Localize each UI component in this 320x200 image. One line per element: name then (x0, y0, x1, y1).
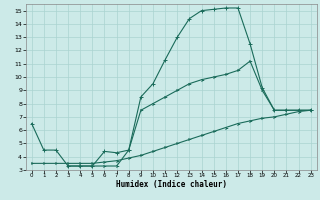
X-axis label: Humidex (Indice chaleur): Humidex (Indice chaleur) (116, 180, 227, 189)
